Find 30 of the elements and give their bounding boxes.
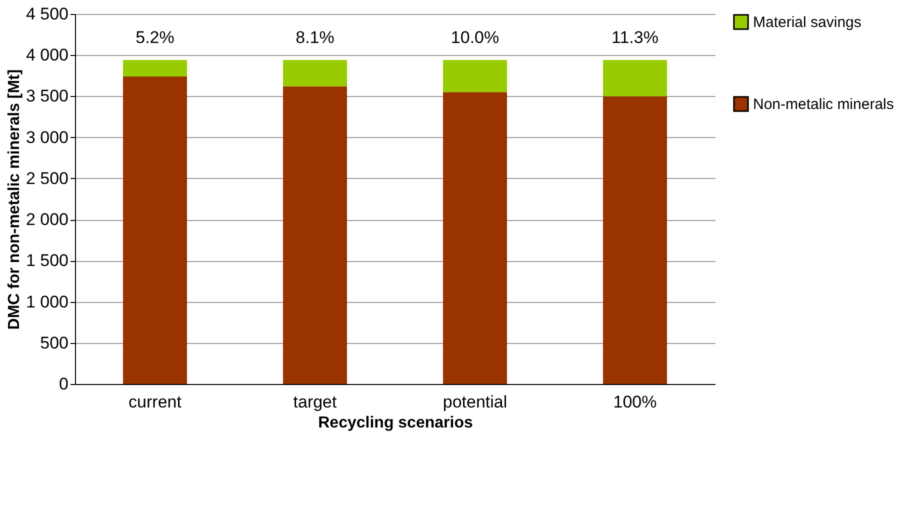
- legend-label: Non-metalic minerals: [753, 96, 894, 113]
- y-tick-label: 1 000: [26, 292, 68, 312]
- y-tick-label: 1 500: [26, 251, 68, 270]
- x-tick-label: 100%: [613, 392, 657, 412]
- bar: [123, 76, 187, 384]
- bar: [603, 60, 667, 96]
- y-tick-label: 2 000: [26, 210, 68, 230]
- bar: [443, 60, 507, 92]
- x-axis-title: Recycling scenarios: [318, 414, 473, 432]
- y-tick-label: 4 500: [26, 4, 68, 24]
- y-tick-label: 3 500: [26, 86, 68, 106]
- x-tick-label: target: [293, 392, 338, 412]
- bar: [603, 96, 667, 384]
- annotation: 8.1%: [296, 28, 334, 48]
- x-tick-label: current: [128, 392, 182, 412]
- bar: [443, 92, 507, 384]
- bar: [123, 60, 187, 76]
- x-tick-label: potential: [442, 392, 508, 412]
- annotation: 5.2%: [136, 28, 174, 48]
- y-tick-label: 500: [40, 333, 68, 352]
- annotation: 11.3%: [612, 28, 658, 48]
- annotation: 10.0%: [450, 28, 500, 48]
- bar: [283, 60, 347, 86]
- y-tick-label: 2 500: [26, 168, 68, 188]
- y-axis-title: DMC for non-metalic minerals [Mt]: [6, 69, 23, 330]
- bar: [283, 86, 347, 384]
- legend-label: Material savings: [753, 14, 862, 31]
- y-tick-label: 0: [59, 374, 68, 394]
- y-tick-label: 3 000: [26, 128, 68, 147]
- y-tick-label: 4 000: [26, 46, 68, 65]
